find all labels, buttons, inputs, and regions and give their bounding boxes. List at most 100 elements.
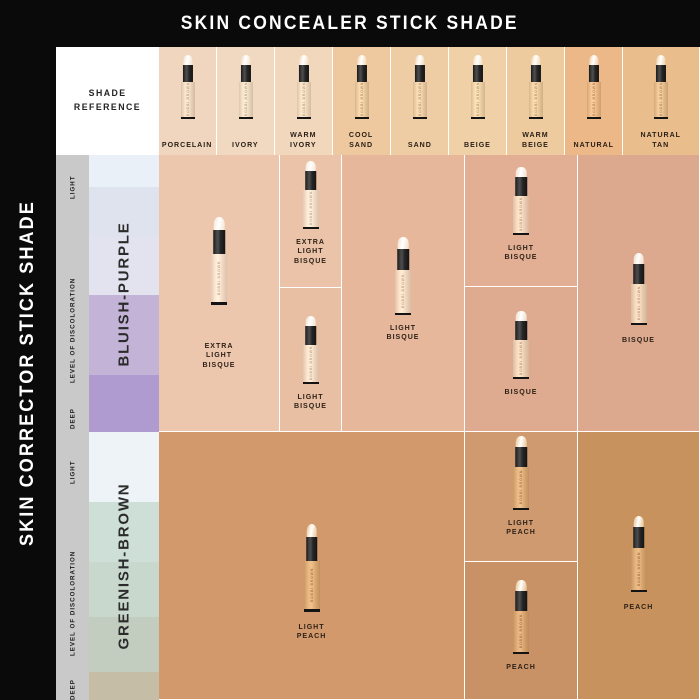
stick-body: BOBBI BROWN: [630, 283, 647, 323]
product-cell[interactable]: BOBBI BROWN EXTRA LIGHT BISQUE: [280, 155, 342, 288]
stick-body: BOBBI BROWN: [470, 82, 485, 118]
stick-tip: [472, 55, 483, 66]
product-cell[interactable]: BOBBI BROWN EXTRA LIGHT BISQUE: [159, 155, 280, 432]
product-cell[interactable]: BOBBI BROWN LIGHT BISQUE: [280, 288, 342, 432]
stick-tip: [515, 436, 527, 449]
reference-2-stick-illustration: BOBBI BROWN: [296, 55, 311, 119]
stick-body: BOBBI BROWN: [630, 548, 647, 590]
brand-logo-text: BOBBI BROWN: [519, 197, 523, 232]
ramp-band: [89, 502, 159, 562]
stick-base: [211, 302, 227, 305]
stick-body: BOBBI BROWN: [513, 195, 529, 233]
shade-reference-column-natural-tan[interactable]: BOBBI BROWN NATURAL TAN: [623, 47, 700, 155]
stick-base: [513, 376, 529, 379]
ramp-band: [89, 295, 159, 375]
stick-base: [180, 117, 195, 119]
brand-logo-text: BOBBI BROWN: [309, 568, 314, 603]
stick-sleeve: [655, 64, 667, 83]
left-title-bar: SKIN CORRECTOR STICK SHADE: [0, 47, 56, 700]
shade-reference-column-natural[interactable]: BOBBI BROWN NATURAL: [565, 47, 623, 155]
brand-logo-text: BOBBI BROWN: [636, 551, 641, 587]
reference-5-stick-illustration: BOBBI BROWN: [470, 55, 485, 119]
page-title-bar: SKIN CONCEALER STICK SHADE: [0, 0, 700, 47]
reference-4-stick-illustration: BOBBI BROWN: [412, 55, 427, 119]
shade-reference-column-porcelain[interactable]: BOBBI BROWN PORCELAIN: [159, 47, 217, 155]
corrector-shade-label: GREENISH-BROWN: [115, 482, 133, 650]
shade-reference-column-sand[interactable]: BOBBI BROWN SAND: [391, 47, 449, 155]
corrector-ramp-greenish-brown[interactable]: GREENISH-BROWN: [89, 432, 159, 700]
corrector-ramp-bluish-purple[interactable]: BLUISH-PURPLE: [89, 155, 159, 432]
product-name-label: LIGHT BISQUE: [504, 243, 538, 262]
cell-stick-illustration: BOBBI BROWN: [302, 316, 319, 384]
stick-body: BOBBI BROWN: [412, 82, 427, 118]
stick-sleeve: [304, 171, 317, 190]
shade-name-label: WARM BEIGE: [522, 130, 549, 149]
shade-reference-column-cool-sand[interactable]: BOBBI BROWN COOL SAND: [333, 47, 391, 155]
left-title: SKIN CORRECTOR STICK SHADE: [17, 200, 38, 547]
stick-body: BOBBI BROWN: [238, 82, 253, 118]
stick-tip: [414, 55, 425, 66]
brand-logo-text: BOBBI BROWN: [659, 82, 663, 117]
axis-label-axis-top: LIGHT: [69, 460, 76, 484]
shade-name-label: BEIGE: [464, 139, 491, 149]
product-cell[interactable]: BOBBI BROWN LIGHT PEACH: [159, 432, 465, 700]
product-cell[interactable]: BOBBI BROWN BISQUE: [465, 287, 578, 432]
stick-body: BOBBI BROWN: [296, 82, 311, 118]
stick-sleeve: [305, 537, 318, 562]
shade-reference-column-warm-beige[interactable]: BOBBI BROWN WARM BEIGE: [507, 47, 565, 155]
brand-logo-text: BOBBI BROWN: [301, 82, 306, 117]
stick-sleeve: [588, 64, 599, 83]
shade-reference-column-ivory[interactable]: BOBBI BROWN IVORY: [217, 47, 275, 155]
reference-6-stick-illustration: BOBBI BROWN: [528, 55, 543, 119]
ramp-band: [89, 617, 159, 672]
ramp-band: [89, 237, 159, 295]
shade-name-label: NATURAL TAN: [640, 130, 682, 149]
reference-0-stick-illustration: BOBBI BROWN: [180, 55, 195, 119]
product-cell[interactable]: BOBBI BROWN LIGHT PEACH: [465, 432, 578, 562]
shade-name-label: PORCELAIN: [162, 139, 213, 149]
product-name-label: LIGHT PEACH: [506, 518, 536, 537]
ramp-band: [89, 562, 159, 617]
product-cell[interactable]: BOBBI BROWN LIGHT BISQUE: [342, 155, 465, 432]
stick-sleeve: [472, 64, 483, 83]
page-title: SKIN CONCEALER STICK SHADE: [180, 12, 520, 34]
product-cell[interactable]: BOBBI BROWN BISQUE: [578, 155, 700, 432]
stick-sleeve: [182, 64, 193, 83]
stick-body: BOBBI BROWN: [586, 82, 601, 118]
stick-tip: [397, 237, 409, 251]
brand-logo-text: BOBBI BROWN: [217, 261, 221, 296]
brand-logo-text: BOBBI BROWN: [636, 286, 641, 321]
brand-logo-text: BOBBI BROWN: [417, 82, 422, 117]
stick-base: [513, 507, 529, 510]
stick-body: BOBBI BROWN: [528, 82, 543, 118]
axis-label-axis-label: LEVEL OF DISCOLORATION: [69, 550, 76, 656]
stick-base: [302, 226, 319, 229]
stick-base: [630, 322, 647, 325]
shade-name-label: WARM IVORY: [290, 130, 317, 149]
shade-reference-column-warm-ivory[interactable]: BOBBI BROWN WARM IVORY: [275, 47, 333, 155]
cell-stick-illustration: BOBBI BROWN: [513, 580, 529, 654]
brand-logo-text: BOBBI BROWN: [533, 82, 538, 117]
cell-stick-illustration: BOBBI BROWN: [630, 253, 647, 325]
stick-base: [302, 381, 319, 384]
cell-stick-illustration: BOBBI BROWN: [211, 217, 227, 305]
shade-reference-column-beige[interactable]: BOBBI BROWN BEIGE: [449, 47, 507, 155]
ramp-band: [89, 187, 159, 237]
stick-body: BOBBI BROWN: [654, 82, 668, 118]
stick-tip: [588, 55, 599, 66]
product-cell[interactable]: BOBBI BROWN LIGHT BISQUE: [465, 155, 578, 287]
product-name-label: EXTRA LIGHT BISQUE: [202, 341, 236, 369]
stick-tip: [305, 316, 316, 328]
product-name-label: PEACH: [623, 602, 654, 611]
product-cell[interactable]: BOBBI BROWN PEACH: [465, 562, 578, 700]
shade-name-label: NATURAL: [573, 139, 614, 149]
stick-sleeve: [414, 64, 425, 83]
axis-label-axis-bottom: DEEP: [69, 408, 76, 429]
product-cell[interactable]: BOBBI BROWN PEACH: [578, 432, 700, 700]
stick-sleeve: [515, 321, 527, 340]
stick-base: [238, 117, 253, 119]
stick-body: BOBBI BROWN: [211, 254, 227, 303]
stick-body: BOBBI BROWN: [513, 339, 529, 377]
brand-logo-text: BOBBI BROWN: [519, 341, 523, 376]
stick-sleeve: [304, 326, 317, 345]
